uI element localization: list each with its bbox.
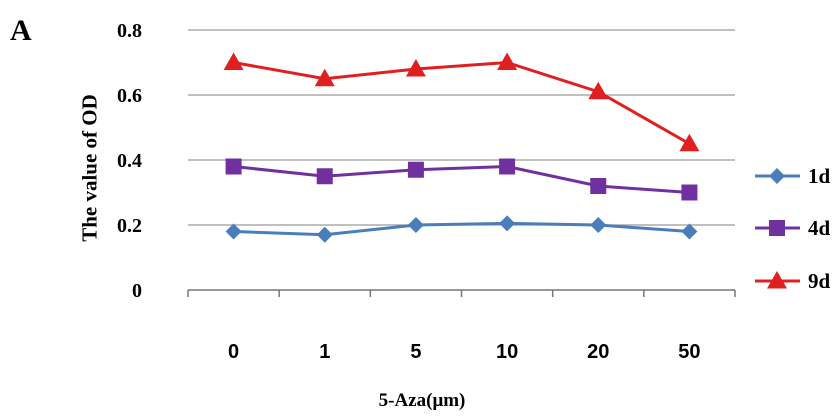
y-tick-label: 0 [132,280,142,302]
data-point-4d [316,168,333,185]
x-tick-label: 50 [678,341,700,363]
data-point-9d [588,81,609,100]
series-line-4d [233,164,690,194]
data-point-1d [590,217,607,233]
data-point-1d [316,226,333,243]
y-tick-label: 0.8 [117,20,142,42]
legend-label-1d: 1d [808,164,831,188]
data-point-1d [681,223,698,240]
data-point-1d [499,215,516,232]
data-point-4d [590,178,607,194]
data-point-4d [225,158,242,175]
legend-label-4d: 4d [808,216,831,240]
legend-label-9d: 9d [808,269,831,293]
data-point-9d [405,59,426,77]
data-point-1d [407,217,424,233]
data-point-4d [499,158,516,175]
x-tick-label: 10 [496,341,518,363]
legend-marker-9d [767,271,787,289]
data-point-4d [681,184,698,201]
legend-marker-1d [769,168,785,184]
data-point-9d [314,68,335,87]
data-point-9d [223,52,244,70]
x-tick-label: 1 [319,341,330,363]
x-tick-label: 0 [228,341,239,363]
x-tick-label: 5 [410,341,421,363]
panel-label: A [10,14,32,47]
y-tick-label: 0.6 [117,85,142,107]
data-point-1d [225,223,242,240]
series-line-9d [233,60,691,146]
data-point-9d [497,52,518,70]
data-point-9d [679,133,700,152]
x-axis-label: 5-Aza(μm) [378,390,466,411]
y-tick-label: 0.2 [117,215,142,237]
data-point-4d [407,161,424,178]
series-line-1d [233,221,690,237]
x-tick-label: 20 [587,341,609,363]
legend-marker-4d [769,220,785,236]
y-tick-label: 0.4 [117,150,142,172]
